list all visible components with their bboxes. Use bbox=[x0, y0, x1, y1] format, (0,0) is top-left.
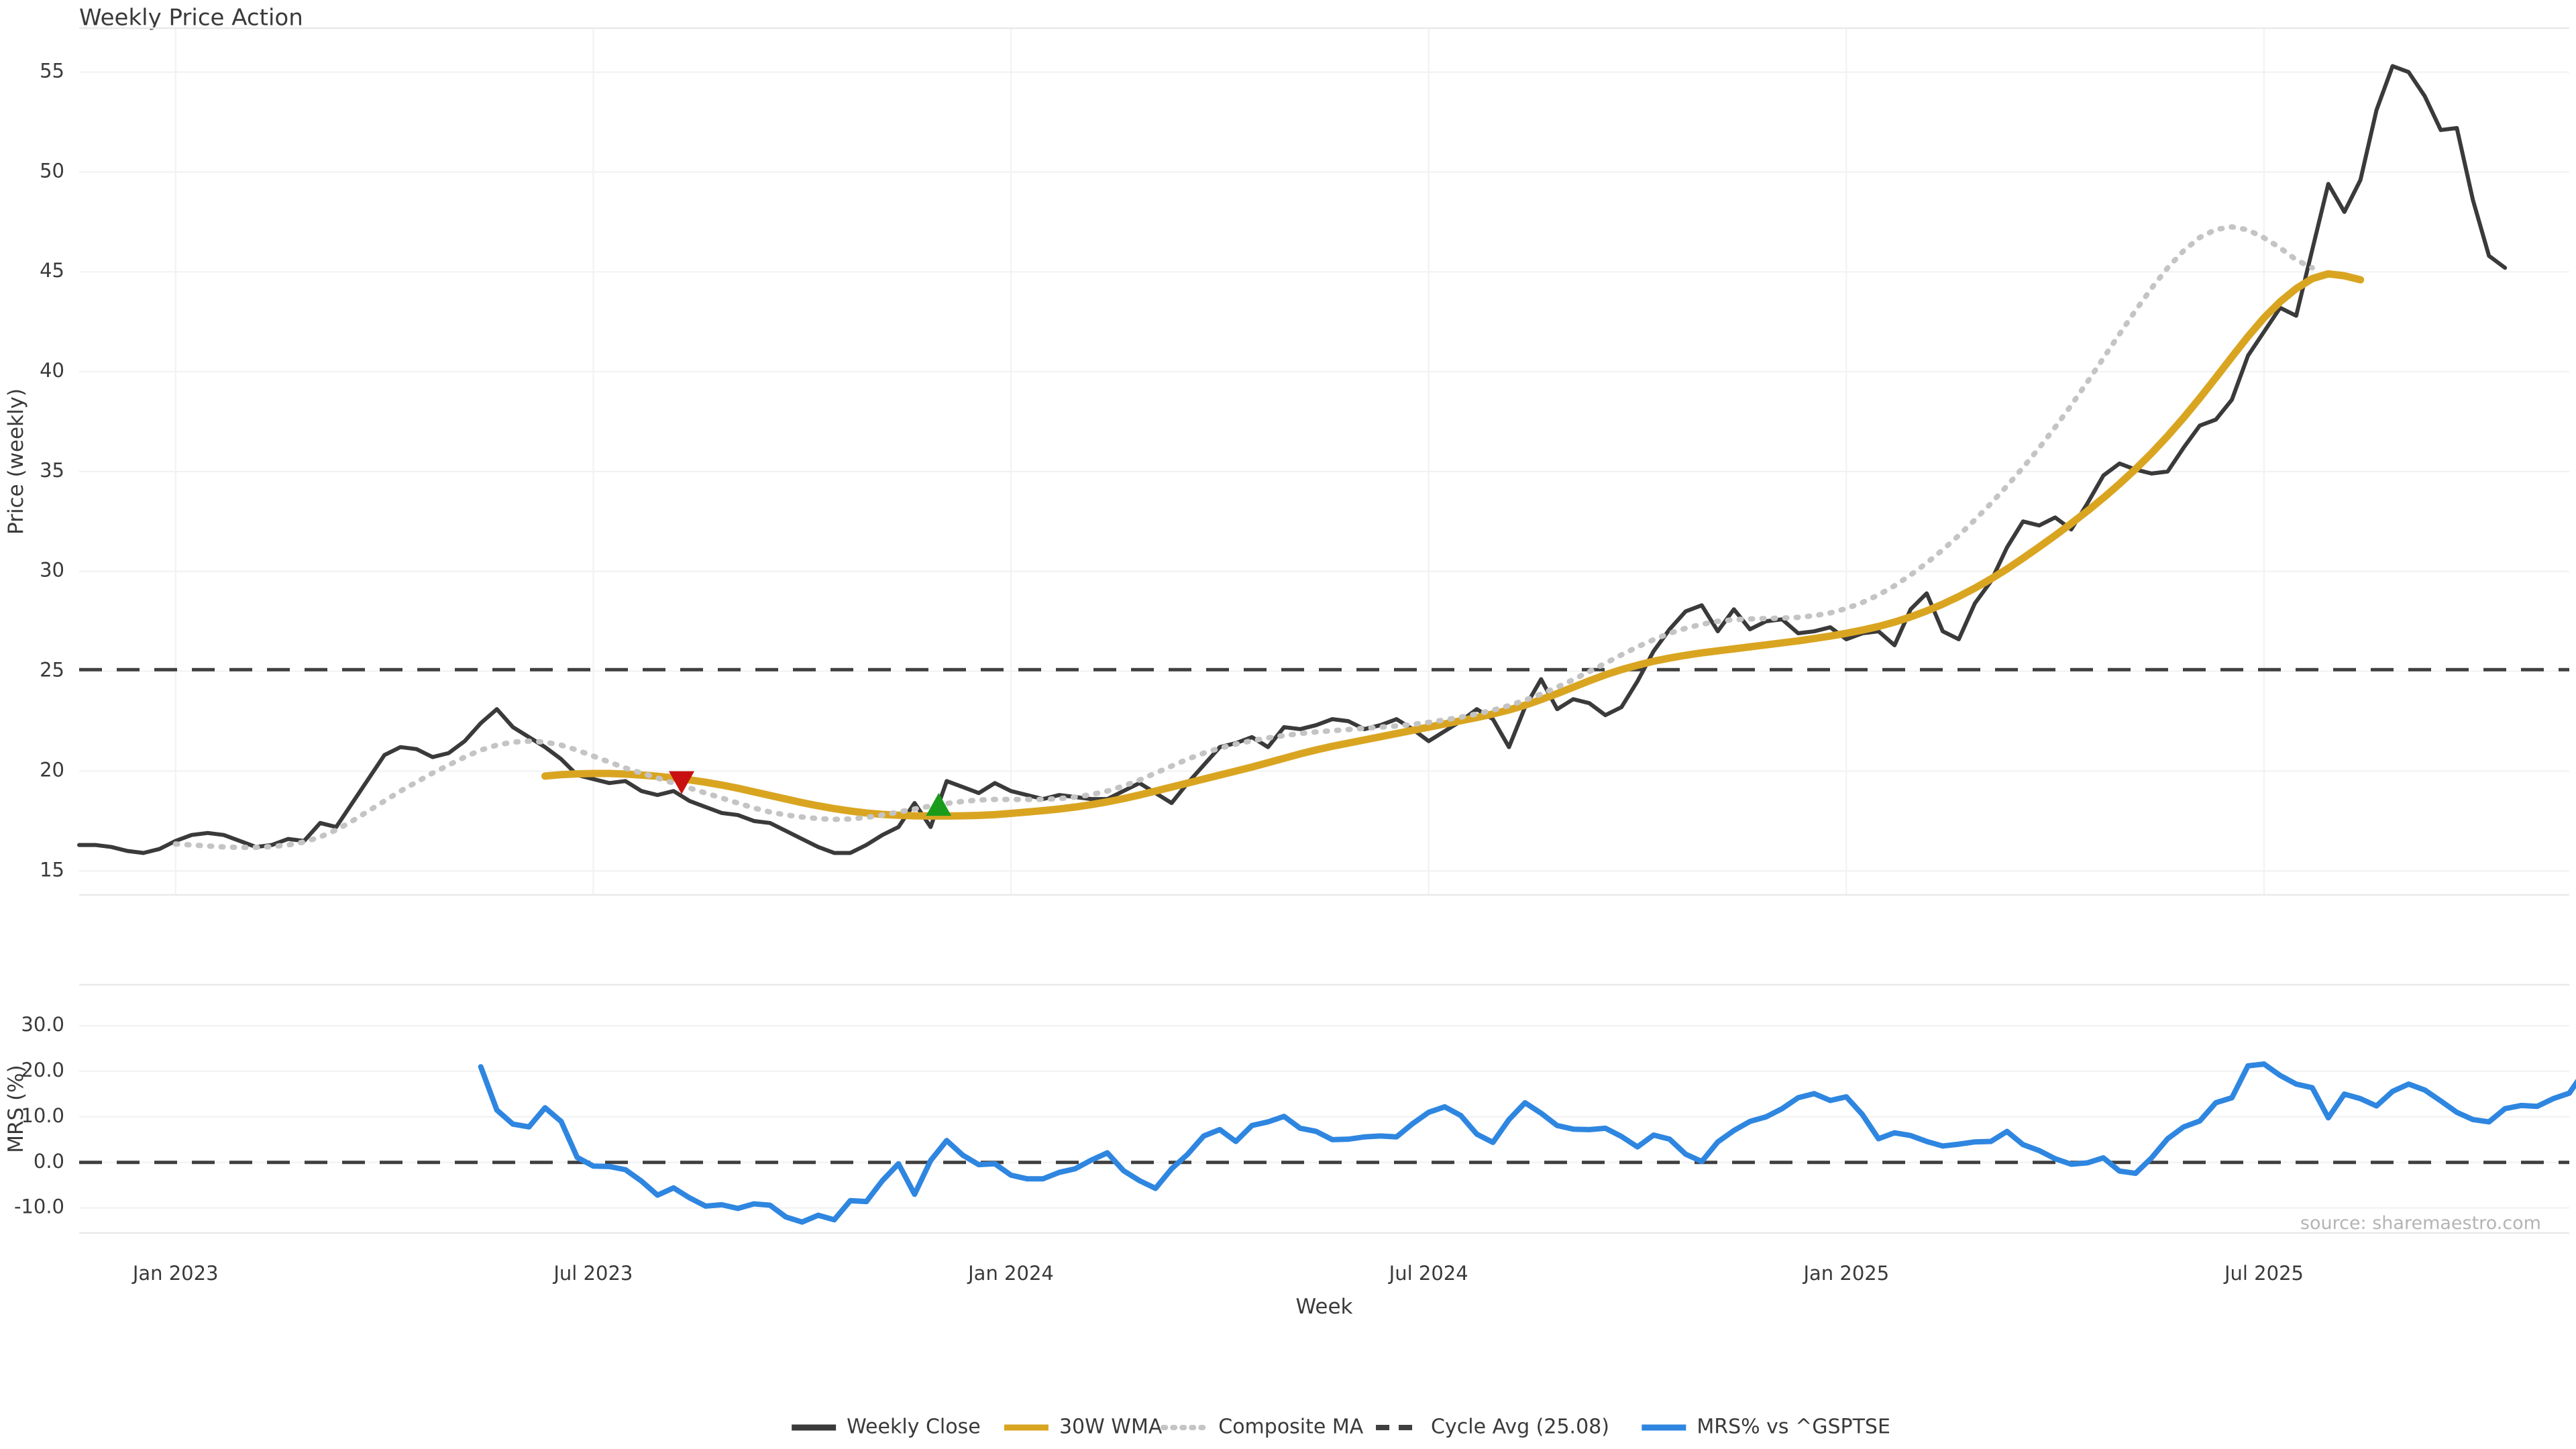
price-y-tick: 25 bbox=[40, 659, 64, 682]
series-composite-ma bbox=[172, 224, 2315, 851]
x-axis-tick: Jan 2024 bbox=[967, 1262, 1054, 1285]
chart-title: Weekly Price Action bbox=[79, 5, 303, 32]
chart-legend: Weekly Close 30W WMA Composite MA Cycle Avg… bbox=[792, 1415, 1890, 1439]
price-axis-label: Price (weekly) bbox=[4, 388, 28, 535]
price-y-tick: 50 bbox=[40, 159, 64, 182]
x-axis-label: Week bbox=[1296, 1295, 1353, 1319]
price-y-tick: 20 bbox=[40, 758, 64, 781]
x-axis-tick: Jan 2025 bbox=[1802, 1262, 1889, 1285]
price-y-tick: 45 bbox=[40, 259, 64, 282]
series-30w-wma bbox=[541, 270, 2365, 820]
x-axis-tick: Jul 2025 bbox=[2223, 1262, 2304, 1285]
x-axis-tick: Jul 2024 bbox=[1388, 1262, 1468, 1285]
mrs-y-tick: 20.0 bbox=[21, 1059, 64, 1081]
x-axis-tick: Jan 2023 bbox=[131, 1262, 219, 1285]
mrs-y-tick: 10.0 bbox=[21, 1104, 64, 1127]
sell-marker-icon bbox=[669, 771, 695, 794]
price-y-tick: 15 bbox=[40, 858, 64, 881]
mrs-panel-gridlines bbox=[79, 1025, 2569, 1209]
series-mrs bbox=[478, 1061, 2576, 1225]
signal-markers-group bbox=[669, 771, 952, 816]
mrs-panel-spines bbox=[79, 983, 2569, 1234]
price-y-tick: 40 bbox=[40, 359, 64, 382]
source-watermark: source: sharemaestro.com bbox=[2300, 1213, 2541, 1234]
legend-label: 30W WMA bbox=[1059, 1415, 1163, 1439]
series-weekly-close bbox=[77, 64, 2508, 855]
x-axis-tick: Jul 2023 bbox=[552, 1262, 633, 1285]
price-panel-y-tick-labels: 15 20 25 30 35 40 45 50 55 bbox=[40, 59, 64, 881]
mrs-axis-label: MRS (%) bbox=[4, 1065, 28, 1152]
price-y-tick: 35 bbox=[40, 459, 64, 482]
mrs-panel-y-tick-labels: -10.0 0.0 10.0 20.0 30.0 bbox=[14, 1013, 64, 1218]
mrs-y-tick: 30.0 bbox=[21, 1013, 64, 1036]
price-series-group bbox=[77, 64, 2508, 855]
price-y-tick: 30 bbox=[40, 559, 64, 582]
mrs-y-tick: 0.0 bbox=[34, 1150, 64, 1173]
x-axis-tick-labels: Jan 2023 Jul 2023 Jan 2024 Jul 2024 Jan 2025… bbox=[131, 1262, 2304, 1285]
legend-label: Composite MA bbox=[1218, 1415, 1364, 1439]
price-panel-spines bbox=[79, 27, 2569, 896]
mrs-y-tick: -10.0 bbox=[14, 1195, 64, 1218]
mrs-series-group bbox=[478, 1061, 2576, 1225]
price-y-tick: 55 bbox=[40, 59, 64, 82]
legend-label: Weekly Close bbox=[847, 1415, 981, 1439]
legend-label: Cycle Avg (25.08) bbox=[1431, 1415, 1609, 1439]
legend-label: MRS% vs ^GSPTSE bbox=[1697, 1415, 1890, 1439]
buy-marker-icon bbox=[926, 792, 952, 816]
